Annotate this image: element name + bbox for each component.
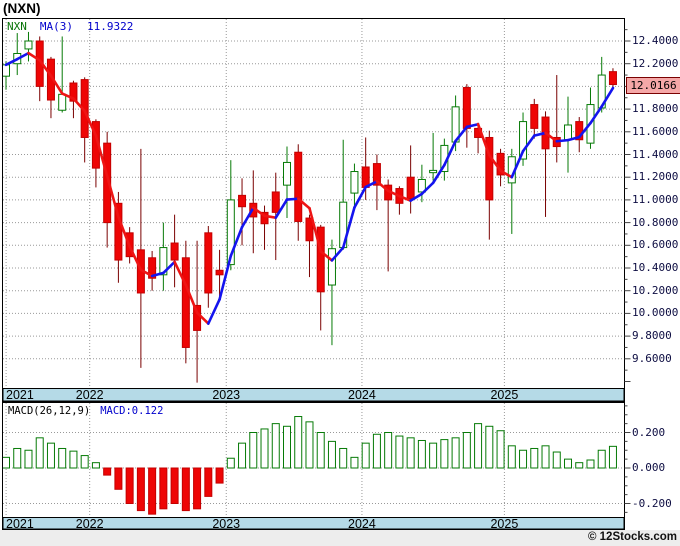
svg-text:2025: 2025 xyxy=(490,388,518,402)
price-axis-label: 11.8000 xyxy=(632,102,679,116)
price-axis-label: 11.6000 xyxy=(632,124,679,138)
ma-value: 11.9322 xyxy=(87,20,134,33)
watermark: © 12Stocks.com xyxy=(587,531,677,543)
svg-text:2023: 2023 xyxy=(212,388,240,402)
price-axis-label: 9.8000 xyxy=(632,329,672,343)
macd-chart: 2021 2022 2023 2024 2025 xyxy=(2,402,631,530)
svg-text:2023: 2023 xyxy=(212,517,240,530)
price-axis-label: 9.6000 xyxy=(632,351,672,365)
svg-text:2022: 2022 xyxy=(76,388,104,402)
price-axis-label: 11.2000 xyxy=(632,170,679,184)
macd-axis-label: 0.200 xyxy=(632,425,666,439)
price-chart-legend: NXN MA(3) 11.9322 xyxy=(7,20,133,33)
price-axis-label: 10.8000 xyxy=(632,215,679,229)
macd-value-label: MACD:0.122 xyxy=(100,405,164,417)
price-axis-label: 10.0000 xyxy=(632,306,679,320)
symbol-label: NXN xyxy=(7,20,27,33)
price-axis-label: 12.2000 xyxy=(632,56,679,70)
svg-text:2021: 2021 xyxy=(6,517,34,530)
svg-text:2022: 2022 xyxy=(76,517,104,530)
macd-axis-label: -0.200 xyxy=(632,496,672,510)
macd-legend: MACD(26,12,9) MACD:0.122 xyxy=(8,405,163,417)
price-axis-label: 12.4000 xyxy=(632,34,679,47)
price-axis-label: 11.4000 xyxy=(632,147,679,161)
svg-text:2021: 2021 xyxy=(6,388,34,402)
svg-text:2024: 2024 xyxy=(348,517,376,530)
price-axis-label: 11.0000 xyxy=(632,192,679,206)
price-axis-label: 10.6000 xyxy=(632,238,679,252)
macd-panel: 2021 2022 2023 2024 2025 xyxy=(2,402,634,530)
last-price-marker: 12.0166 xyxy=(626,77,680,94)
svg-text:2024: 2024 xyxy=(348,388,376,402)
macd-params-label: MACD(26,12,9) xyxy=(8,405,91,417)
price-chart: 2021 2022 2023 2024 2025 xyxy=(2,18,631,402)
price-axis-label: 10.4000 xyxy=(632,261,679,274)
ma-label: MA(3) xyxy=(39,20,73,33)
price-axis-label: 10.2000 xyxy=(632,283,679,297)
macd-axis-label: 0.000 xyxy=(632,461,666,474)
chart-title: (NXN) xyxy=(3,1,41,16)
svg-text:2025: 2025 xyxy=(490,517,518,530)
footer-strip xyxy=(0,530,680,546)
price-chart-panel: 2021 2022 2023 2024 2025 xyxy=(2,18,634,402)
